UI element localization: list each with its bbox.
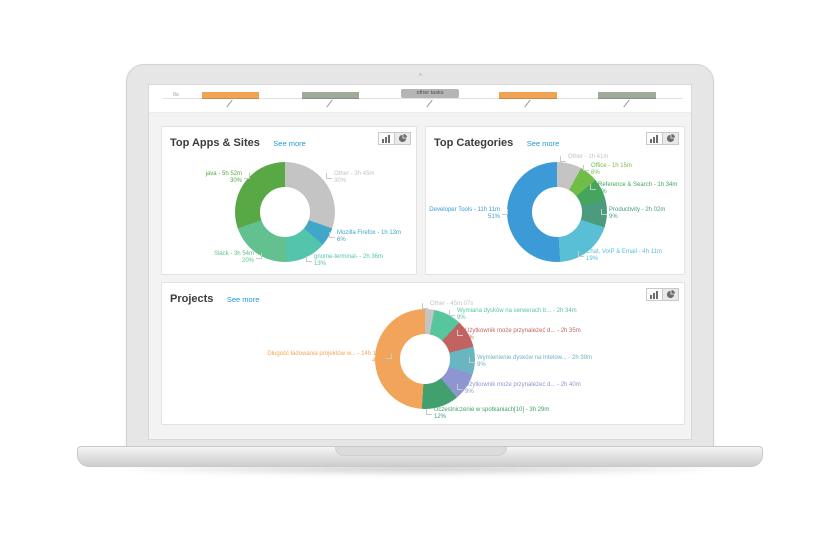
- x-axis-line: [163, 98, 683, 99]
- bar-segment[interactable]: [598, 92, 656, 99]
- laptop-base: [77, 446, 763, 467]
- slice-label-uzytkownik-1: Użytkownik może przynależeć d... - 2h 35…: [457, 328, 581, 341]
- card-title: Projects: [170, 293, 214, 305]
- see-more-link[interactable]: See more: [226, 295, 260, 304]
- x-axis-tick: [623, 99, 630, 108]
- pie-chart-view-button[interactable]: [662, 132, 679, 145]
- donut-hole: [400, 334, 450, 384]
- x-axis-tick: [326, 99, 333, 108]
- slice-label-other: Other - 3h 45m 30%: [325, 171, 375, 184]
- card-title: Top Apps & Sites: [170, 137, 260, 149]
- bar-chart-view-button[interactable]: [646, 288, 663, 301]
- pie-chart-icon: [666, 290, 675, 299]
- laptop-notch: [335, 447, 507, 456]
- pie-chart-view-button[interactable]: [662, 288, 679, 301]
- bar-chart-view-button[interactable]: [646, 132, 663, 145]
- slice-label-wymiana-dyskow: Wymiana dysków na serwerach b... - 2h 34…: [449, 308, 577, 321]
- slice-label-chat-voip-email: Chat, VoIP & Email - 4h 11m 19%: [578, 249, 662, 262]
- x-axis-tick: [426, 99, 433, 108]
- see-more-link[interactable]: See more: [526, 139, 560, 148]
- bar-segment[interactable]: [202, 92, 259, 99]
- slice-label-dlugosc-ladowania: Długość ładowania projektów w... - 14h 1…: [224, 351, 392, 365]
- slice-label-developer-tools: Developer Tools - 11h 11m 51%: [426, 207, 508, 221]
- top-bar-chart-strip: 0s other tasks: [149, 85, 691, 113]
- webcam-dot: [419, 73, 422, 76]
- card-top-apps: Top Apps & Sites See more Other - 3h 45m…: [161, 126, 417, 275]
- card-projects: Projects See more Other - 45m 07s Wymian…: [161, 282, 685, 425]
- laptop-bezel: 0s other tasks Top Apps & Sites: [126, 64, 714, 448]
- donut-chart-projects[interactable]: [375, 309, 475, 409]
- slice-label-reference-search: Reference & Search - 1h 34m 7%: [589, 182, 678, 195]
- x-axis-tick: [524, 99, 531, 108]
- slice-label-java: java - 5h 52m 30%: [162, 171, 250, 185]
- other-tasks-chip[interactable]: other tasks: [401, 89, 459, 98]
- pie-chart-view-button[interactable]: [394, 132, 411, 145]
- pie-chart-icon: [398, 134, 407, 143]
- donut-hole: [260, 187, 310, 237]
- slice-label-uczestniczenie: Uczestniczenie w spotkaniach[10] - 3h 29…: [425, 407, 550, 420]
- bar-chart-icon: [382, 134, 390, 143]
- slice-label-productivity: Productivity - 2h 02m 9%: [600, 207, 666, 220]
- slice-label-other: Other - 1h 41m: [559, 154, 609, 162]
- y-axis-zero-label: 0s: [173, 92, 179, 98]
- laptop-screen: 0s other tasks Top Apps & Sites: [148, 84, 692, 440]
- donut-hole: [532, 187, 582, 237]
- bar-chart-icon: [650, 134, 658, 143]
- slice-label-wymienienie-dyskow: Wymienienie dysków na Intelow... - 2h 39…: [469, 355, 592, 368]
- slice-label-other: Other - 45m 07s: [421, 301, 474, 309]
- slice-label-mozilla-firefox: Mozilla Firefox - 1h 13m 6%: [328, 230, 402, 243]
- bar-chart-icon: [650, 290, 658, 299]
- slice-label-uzytkownik-2: Użytkownik może przynależeć d... - 2h 40…: [457, 382, 581, 395]
- card-title: Top Categories: [434, 137, 514, 149]
- donut-chart-top-categories[interactable]: [507, 162, 607, 262]
- card-top-categories: Top Categories See more Other - 1h 41m O…: [425, 126, 685, 275]
- slice-label-slack: Slack - 3h 54m 20%: [180, 251, 262, 265]
- bar-segment[interactable]: [499, 92, 557, 99]
- slice-label-gnome-terminal: gnome-terminal- - 2h 36m 13%: [305, 254, 384, 267]
- slice-label-office: Office - 1h 15m 6%: [583, 163, 632, 176]
- donut-chart-top-apps[interactable]: [235, 162, 335, 262]
- other-tasks-label: other tasks: [416, 90, 444, 96]
- x-axis-tick: [226, 99, 233, 108]
- see-more-link[interactable]: See more: [273, 139, 306, 148]
- bar-chart-view-button[interactable]: [378, 132, 395, 145]
- pie-chart-icon: [666, 134, 675, 143]
- bar-segment[interactable]: [302, 92, 359, 99]
